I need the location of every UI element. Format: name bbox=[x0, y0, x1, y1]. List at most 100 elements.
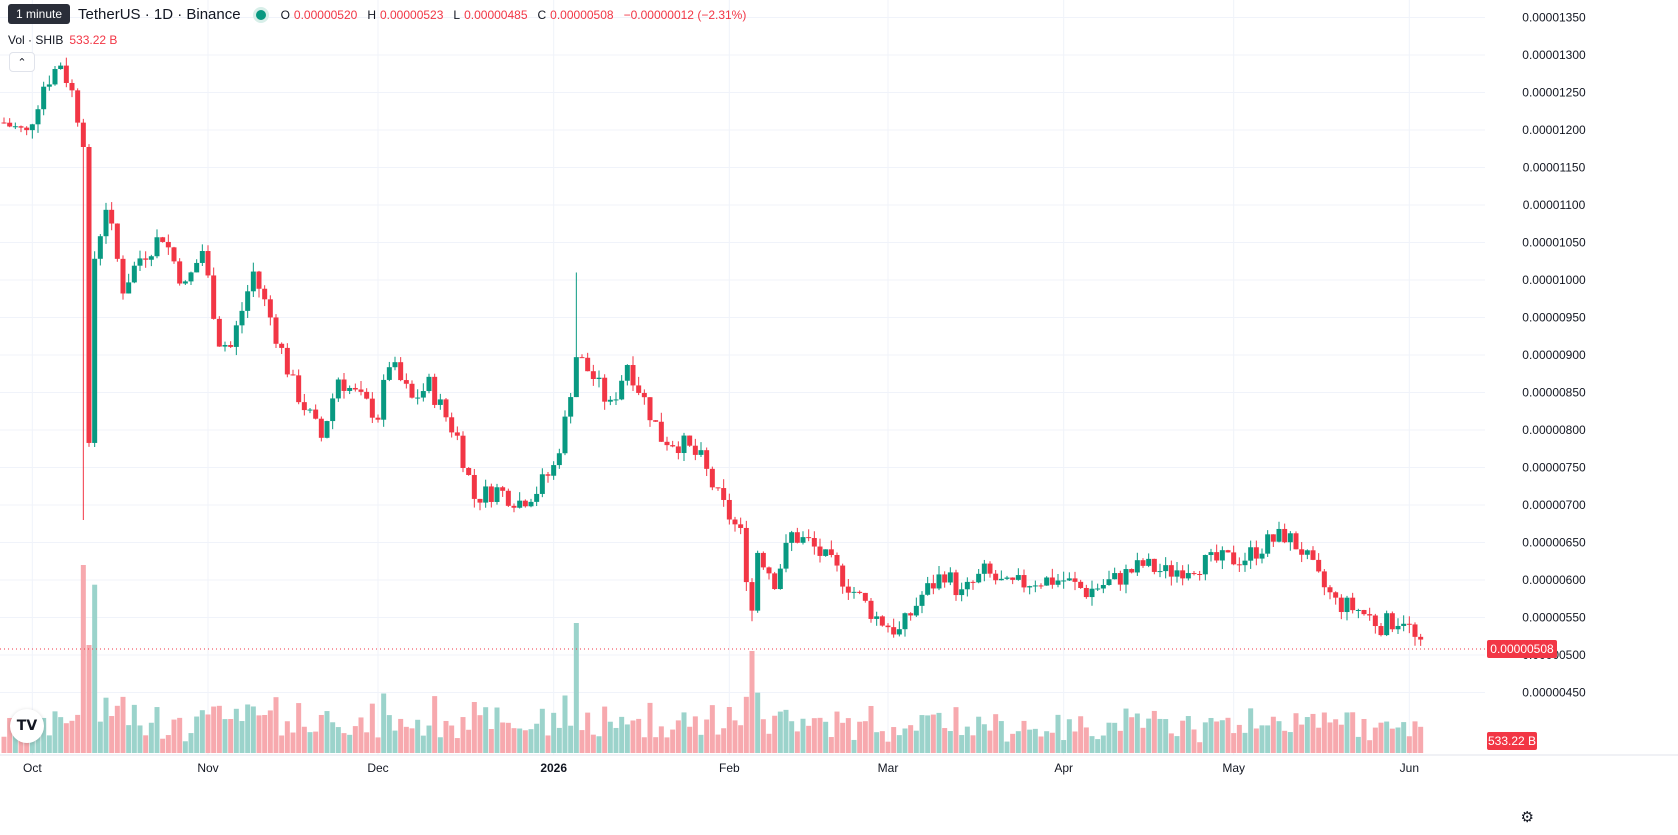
candle-body bbox=[721, 488, 727, 500]
candle-body bbox=[698, 450, 704, 455]
volume-bar bbox=[919, 715, 925, 753]
volume-bar bbox=[109, 716, 115, 753]
volume-bar bbox=[590, 734, 596, 753]
candle-body bbox=[415, 397, 421, 399]
candle-body bbox=[738, 524, 744, 528]
volume-bar bbox=[743, 696, 749, 753]
volume-bar bbox=[1146, 718, 1152, 753]
candle-body bbox=[692, 445, 698, 455]
candle-body bbox=[1095, 588, 1101, 590]
candle-body bbox=[1242, 560, 1248, 566]
candle-body bbox=[1106, 579, 1112, 585]
candle-body bbox=[942, 574, 948, 583]
volume-bar bbox=[766, 733, 772, 753]
volume-bar bbox=[505, 722, 511, 753]
volume-bar bbox=[732, 720, 738, 753]
volume-bar bbox=[868, 705, 874, 753]
volume-bar bbox=[636, 718, 642, 753]
candle-body bbox=[1146, 558, 1152, 566]
price-tick-label: 0.00001000 bbox=[1522, 273, 1586, 287]
candle-body bbox=[1066, 578, 1072, 581]
candle-body bbox=[1134, 560, 1140, 573]
candle-body bbox=[562, 416, 568, 454]
volume-bar bbox=[1123, 708, 1129, 753]
volume-bar bbox=[619, 716, 625, 753]
volume-bar bbox=[426, 725, 432, 753]
candle-body bbox=[494, 487, 500, 502]
volume-bar bbox=[1412, 721, 1418, 753]
candle-body bbox=[1253, 547, 1259, 559]
candle-body bbox=[1367, 614, 1373, 616]
candle-body bbox=[936, 574, 942, 589]
candle-body bbox=[347, 387, 353, 391]
volume-bar bbox=[335, 727, 341, 753]
last-volume-label: 533.22 B bbox=[1488, 734, 1536, 748]
candle-body bbox=[1344, 597, 1350, 613]
time-tick-label: Nov bbox=[197, 761, 218, 775]
settings-gear-icon[interactable]: ⚙ bbox=[1520, 809, 1534, 826]
volume-bar bbox=[1089, 736, 1095, 753]
candle-body bbox=[477, 498, 483, 503]
volume-bar bbox=[1038, 736, 1044, 753]
candle-body bbox=[970, 581, 976, 583]
volume-bar bbox=[721, 728, 727, 753]
volume-bar bbox=[1129, 717, 1135, 753]
tradingview-logo[interactable]: TV bbox=[10, 709, 44, 743]
candle-body bbox=[1406, 623, 1412, 625]
volume-value: 533.22 B bbox=[69, 33, 118, 47]
volume-bar bbox=[789, 721, 795, 753]
collapse-legend-button[interactable]: ⌃ bbox=[9, 52, 35, 72]
volume-bar bbox=[1157, 718, 1163, 753]
volume-bar bbox=[613, 727, 619, 753]
candle-body bbox=[664, 441, 670, 446]
candle-body bbox=[114, 223, 120, 259]
volume-bar bbox=[930, 714, 936, 753]
volume-bar bbox=[398, 718, 404, 753]
candle-body bbox=[1015, 575, 1021, 580]
candle-body bbox=[891, 627, 897, 635]
symbol-title[interactable]: TetherUS · 1D · Binance bbox=[78, 6, 241, 23]
candle-body bbox=[505, 490, 511, 506]
candle-body bbox=[1083, 587, 1089, 598]
candle-body bbox=[1361, 609, 1367, 615]
candle-body bbox=[704, 450, 710, 469]
volume-bar bbox=[1236, 724, 1242, 753]
candle-body bbox=[749, 582, 755, 611]
volume-bar bbox=[1044, 731, 1050, 753]
candle-body bbox=[1117, 573, 1123, 585]
candle-body bbox=[364, 391, 370, 399]
volume-bar bbox=[1406, 736, 1412, 753]
volume-bar bbox=[352, 726, 358, 753]
last-price-badge bbox=[1487, 640, 1557, 658]
candle-body bbox=[930, 583, 936, 589]
candle-body bbox=[1395, 625, 1401, 630]
candle-body bbox=[109, 209, 115, 224]
candle-body bbox=[964, 581, 970, 590]
volume-bar bbox=[806, 725, 812, 753]
candle-body bbox=[63, 65, 69, 83]
volume-bar bbox=[290, 732, 296, 753]
price-tick-label: 0.00000450 bbox=[1522, 686, 1586, 700]
volume-bar bbox=[58, 717, 64, 753]
volume-bar bbox=[194, 716, 200, 753]
candle-body bbox=[1129, 569, 1135, 573]
volume-bar bbox=[199, 710, 205, 753]
volume-bar bbox=[46, 735, 52, 753]
volume-bar bbox=[1140, 727, 1146, 753]
volume-bar bbox=[432, 696, 438, 753]
candle-body bbox=[777, 568, 783, 590]
volume-bar bbox=[568, 725, 574, 753]
candle-body bbox=[1231, 552, 1237, 565]
volume-bar bbox=[551, 712, 557, 753]
volume-bar bbox=[857, 721, 863, 753]
candle-body bbox=[630, 365, 636, 386]
candle-body bbox=[29, 124, 35, 131]
chevron-up-icon: ⌃ bbox=[17, 56, 27, 69]
volume-bar bbox=[1202, 722, 1208, 753]
candle-body bbox=[760, 552, 766, 568]
volume-bar bbox=[415, 719, 421, 753]
volume-bar bbox=[41, 717, 47, 753]
candle-body bbox=[590, 371, 596, 379]
candle-body bbox=[755, 552, 761, 611]
